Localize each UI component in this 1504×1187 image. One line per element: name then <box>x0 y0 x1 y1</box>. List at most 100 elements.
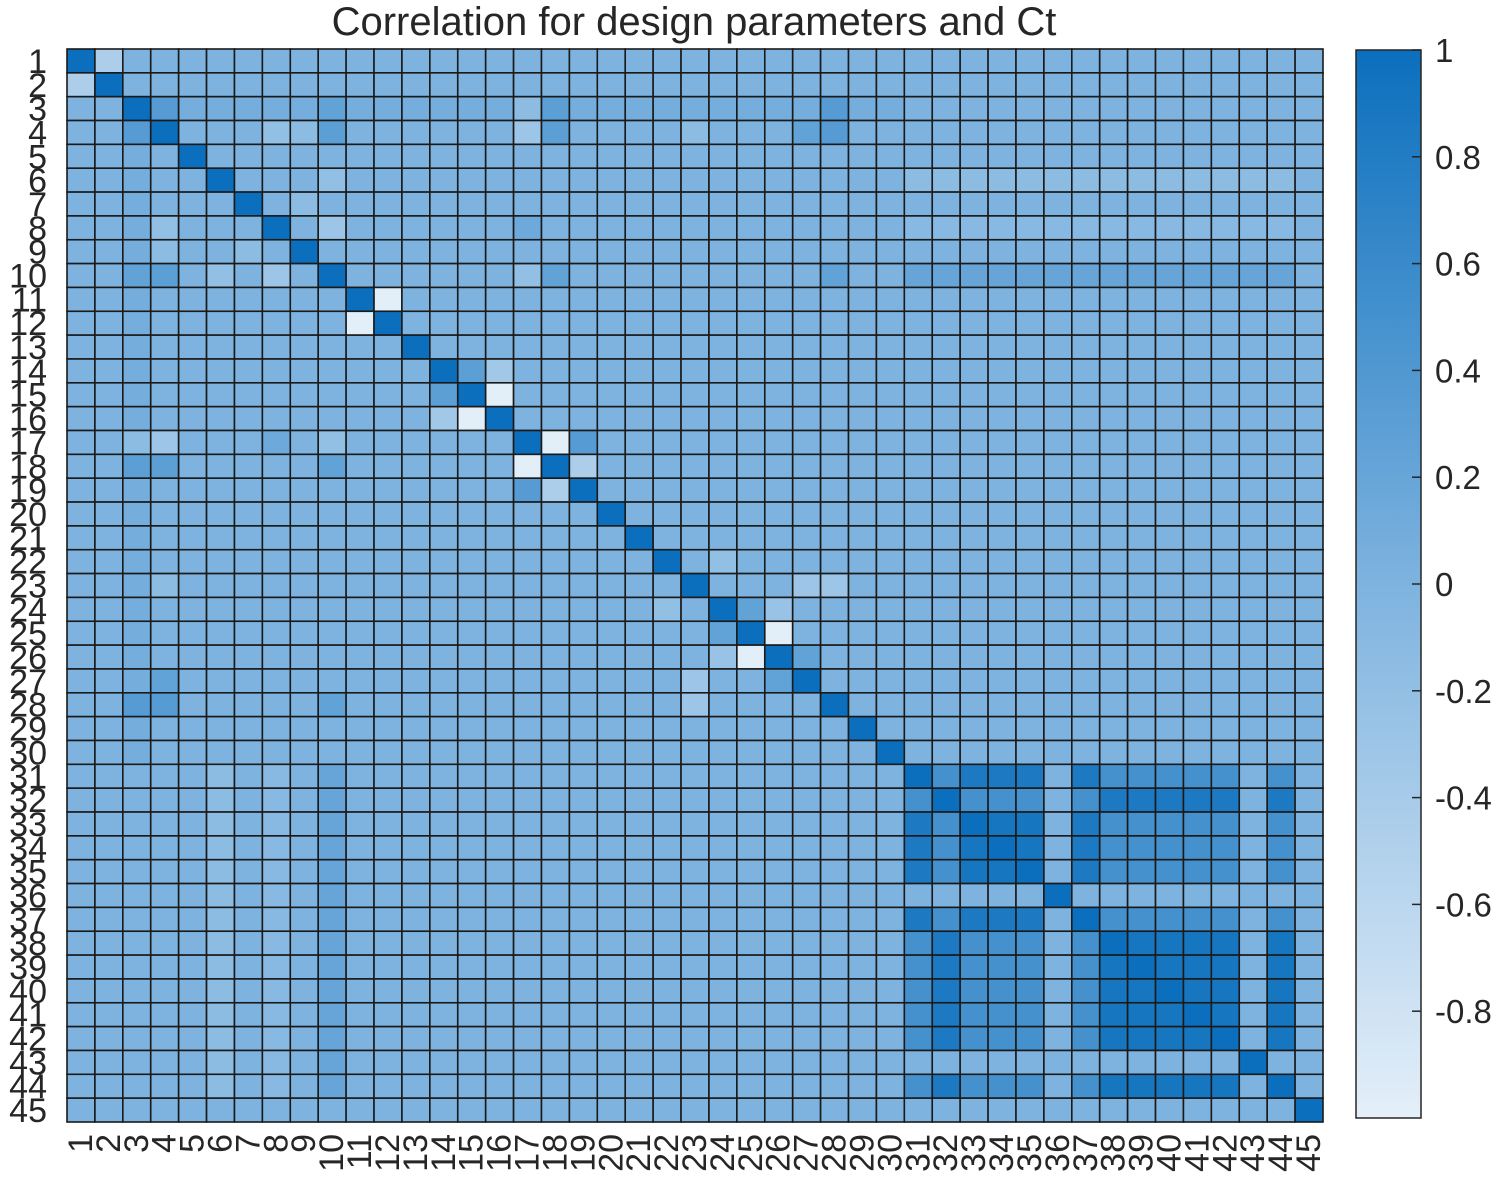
heatmap-cell <box>819 477 850 503</box>
heatmap-cell <box>66 763 96 789</box>
heatmap-cell <box>736 835 766 861</box>
heatmap-cell <box>959 334 989 360</box>
heatmap-cell <box>233 954 264 980</box>
heatmap-cell <box>1210 596 1241 623</box>
heatmap-cell <box>1294 525 1324 551</box>
colorbar-tick-label: -0.8 <box>1435 993 1492 1030</box>
heatmap-cell <box>1294 715 1324 742</box>
heatmap-cell <box>903 715 934 742</box>
heatmap-cell <box>66 596 96 623</box>
x-tick-label: 3 <box>118 1134 156 1153</box>
heatmap-cell <box>1043 978 1073 1004</box>
heatmap-cell <box>1182 1025 1213 1052</box>
heatmap-cell <box>1238 429 1268 456</box>
heatmap-cell <box>596 119 627 146</box>
heatmap-cell <box>66 167 96 193</box>
heatmap-cell <box>345 1025 375 1052</box>
heatmap-cell <box>289 167 320 193</box>
heatmap-cell <box>484 978 515 1004</box>
heatmap-cell <box>1043 739 1073 766</box>
heatmap-cell <box>596 95 627 122</box>
heatmap-cell <box>736 191 766 217</box>
x-tick-label: 30 <box>871 1134 909 1172</box>
heatmap-cell <box>875 453 906 479</box>
heatmap-cell <box>847 334 878 360</box>
heatmap-cell <box>903 787 934 813</box>
heatmap-cell <box>1210 906 1241 933</box>
heatmap-cell <box>1043 405 1073 432</box>
heatmap-cell <box>680 668 710 694</box>
heatmap-cell <box>177 906 208 933</box>
heatmap-cell <box>345 739 375 766</box>
heatmap-cell <box>791 262 822 289</box>
heatmap-cell <box>177 668 208 694</box>
heatmap-cell <box>568 453 599 479</box>
heatmap-cell <box>177 739 208 766</box>
heatmap-cell <box>289 72 320 98</box>
heatmap-cell <box>373 238 403 265</box>
heatmap-cell <box>512 596 543 623</box>
heatmap-cell <box>429 286 459 313</box>
y-tick-label: 24 <box>9 591 47 629</box>
heatmap-cell <box>512 930 543 956</box>
heatmap-cell <box>931 572 961 599</box>
heatmap-cell <box>1154 620 1185 646</box>
heatmap-cell <box>1154 858 1185 885</box>
heatmap-cell <box>819 763 850 789</box>
heatmap-cell <box>568 334 599 360</box>
heatmap-cell <box>568 763 599 789</box>
heatmap-cell <box>847 238 878 265</box>
heatmap-cell <box>791 787 822 813</box>
heatmap-cell <box>484 787 515 813</box>
heatmap-cell <box>233 691 264 718</box>
heatmap-cell <box>903 48 934 74</box>
heatmap-cell <box>568 262 599 289</box>
heatmap-cell <box>847 882 878 909</box>
heatmap-cell <box>540 143 571 170</box>
heatmap-cell <box>1238 72 1268 98</box>
heatmap-cell <box>1266 739 1296 766</box>
heatmap-cell <box>122 1025 152 1052</box>
heatmap-cell <box>763 72 794 98</box>
heatmap-cell <box>763 119 794 146</box>
heatmap-cell <box>736 1049 766 1076</box>
heatmap-cell <box>317 286 347 313</box>
heatmap-cell <box>763 668 794 694</box>
heatmap-cell <box>903 930 934 956</box>
heatmap-cell <box>317 811 347 837</box>
heatmap-cell <box>317 453 347 479</box>
heatmap-cell <box>66 835 96 861</box>
heatmap-cell <box>1126 1025 1157 1052</box>
heatmap-cell <box>1098 48 1129 74</box>
heatmap-cell <box>205 238 236 265</box>
heatmap-cell <box>429 978 459 1004</box>
heatmap-cell <box>205 429 236 456</box>
heatmap-cell <box>94 238 124 265</box>
x-tick-label: 43 <box>1234 1134 1272 1172</box>
heatmap-cell <box>205 1073 236 1099</box>
heatmap-cell <box>122 119 152 146</box>
heatmap-cell <box>484 501 515 527</box>
heatmap-cell <box>149 405 180 432</box>
heatmap-cell <box>484 215 515 241</box>
y-tick-label: 22 <box>9 544 47 582</box>
heatmap-cell <box>1071 691 1101 718</box>
heatmap-cell <box>652 358 682 384</box>
heatmap-cell <box>233 787 264 813</box>
x-tick-label: 35 <box>1011 1134 1049 1172</box>
heatmap-cell <box>261 1097 292 1123</box>
heatmap-cell <box>1015 1025 1045 1052</box>
heatmap-cell <box>1182 215 1213 241</box>
heatmap-cell <box>791 620 822 646</box>
heatmap-cell <box>624 143 654 170</box>
heatmap-cell <box>1238 167 1268 193</box>
heatmap-cell <box>205 72 236 98</box>
heatmap-cell <box>1294 668 1324 694</box>
heatmap-cell <box>680 1049 710 1076</box>
heatmap-cell <box>680 453 710 479</box>
heatmap-cell <box>959 548 989 575</box>
y-tick-label: 12 <box>9 305 47 343</box>
heatmap-cell <box>317 835 347 861</box>
heatmap-cell <box>987 930 1017 956</box>
heatmap-cell <box>456 72 487 98</box>
